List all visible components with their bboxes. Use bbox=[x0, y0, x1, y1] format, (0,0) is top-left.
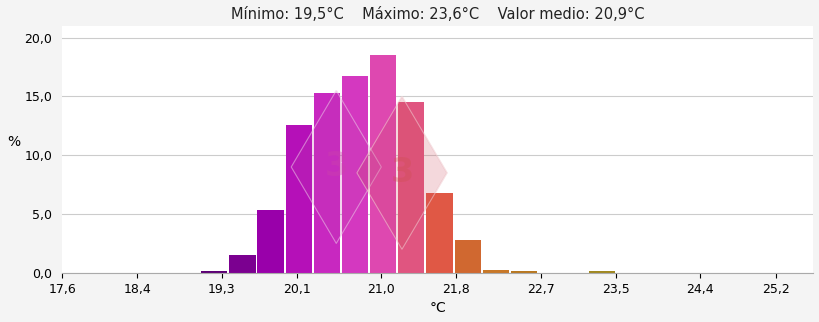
Bar bbox=[257, 211, 283, 273]
Bar bbox=[454, 240, 480, 273]
Bar bbox=[588, 271, 614, 273]
Bar bbox=[510, 271, 536, 273]
Bar bbox=[426, 193, 452, 273]
Bar bbox=[398, 102, 424, 273]
Bar bbox=[369, 55, 396, 273]
Text: 3: 3 bbox=[324, 150, 347, 184]
Bar bbox=[342, 76, 368, 273]
Polygon shape bbox=[291, 90, 381, 243]
X-axis label: °C: °C bbox=[428, 301, 446, 315]
Polygon shape bbox=[356, 96, 446, 249]
Title: Mínimo: 19,5°C    Máximo: 23,6°C    Valor medio: 20,9°C: Mínimo: 19,5°C Máximo: 23,6°C Valor medi… bbox=[231, 7, 644, 22]
Bar bbox=[482, 270, 509, 273]
Bar bbox=[285, 125, 311, 273]
Bar bbox=[201, 271, 227, 273]
Y-axis label: %: % bbox=[7, 135, 20, 149]
Text: 3: 3 bbox=[390, 156, 413, 189]
Bar bbox=[229, 255, 256, 273]
Bar bbox=[314, 93, 340, 273]
